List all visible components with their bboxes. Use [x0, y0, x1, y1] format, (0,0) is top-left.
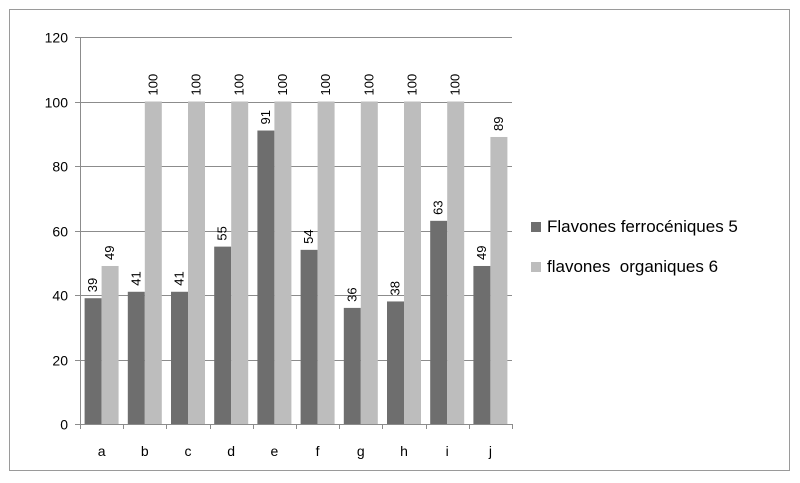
- y-tick-label: 40: [52, 288, 68, 304]
- legend-label-series-1: Flavones ferrocéniques 5: [547, 217, 738, 236]
- bar-b-series-2: [144, 101, 162, 424]
- x-tick-label: g: [357, 443, 365, 459]
- y-tick-label: 80: [52, 159, 68, 175]
- y-tick-label: 100: [45, 95, 69, 111]
- x-tick-label: e: [271, 443, 279, 459]
- data-label: 100: [275, 74, 290, 96]
- bar-d-series-1: [214, 246, 232, 424]
- x-axis-ticks: a b c d e f g h i j: [80, 424, 513, 459]
- data-label: 100: [361, 74, 376, 96]
- data-label: 49: [102, 246, 117, 260]
- bar-e-series-2: [274, 101, 292, 424]
- data-label: 39: [85, 278, 100, 292]
- data-label: 63: [431, 200, 446, 214]
- bar-f-series-1: [300, 249, 318, 424]
- x-tick-label: a: [98, 443, 106, 459]
- x-tick-label: i: [446, 443, 449, 459]
- bar-f-series-2: [317, 101, 335, 424]
- data-label: 100: [189, 74, 204, 96]
- bar-g-series-2: [360, 101, 378, 424]
- bar-c-series-2: [188, 101, 205, 424]
- y-axis-ticks: 0 20 40 60 80 100 120: [45, 30, 80, 433]
- y-tick-label: 0: [60, 417, 68, 433]
- bars: [84, 101, 508, 424]
- data-label: 100: [318, 74, 333, 96]
- legend: Flavones ferrocéniques 5 flavones organiq…: [531, 217, 738, 276]
- bar-d-series-2: [231, 101, 249, 424]
- y-tick-label: 60: [52, 224, 68, 240]
- bar-a-series-2: [101, 265, 119, 424]
- data-label: 36: [344, 287, 359, 301]
- x-tick-label: j: [488, 443, 492, 459]
- data-label: 100: [405, 74, 420, 96]
- data-label: 49: [474, 246, 489, 260]
- bar-j-series-2: [490, 136, 508, 424]
- y-tick-label: 20: [52, 353, 68, 369]
- bar-c-series-1: [171, 291, 188, 424]
- bar-b-series-1: [127, 291, 145, 424]
- data-label: 100: [145, 74, 160, 96]
- y-tick-label: 120: [45, 30, 69, 46]
- bar-h-series-2: [404, 101, 421, 424]
- data-label: 41: [172, 271, 187, 285]
- x-tick-label: h: [400, 443, 408, 459]
- bar-a-series-1: [84, 298, 102, 424]
- data-label: 55: [215, 226, 230, 240]
- data-label: 41: [128, 271, 143, 285]
- bar-e-series-1: [257, 130, 275, 424]
- bar-j-series-1: [473, 265, 491, 424]
- x-tick-label: b: [141, 443, 149, 459]
- data-label: 54: [301, 229, 316, 243]
- bar-i-series-2: [447, 101, 465, 424]
- data-label: 89: [491, 117, 506, 131]
- data-label: 38: [388, 281, 403, 295]
- legend-swatch-series-2: [531, 262, 541, 272]
- legend-swatch-series-1: [531, 222, 541, 232]
- x-tick-label: f: [316, 443, 320, 459]
- bar-i-series-1: [430, 220, 448, 424]
- data-label: 100: [232, 74, 247, 96]
- x-tick-label: c: [185, 443, 192, 459]
- data-label: 91: [258, 110, 273, 124]
- legend-label-series-2: flavones organiques 6: [547, 257, 718, 276]
- data-label: 100: [448, 74, 463, 96]
- bar-g-series-1: [343, 307, 361, 424]
- data-labels: 3949411004110055100911005410036100381006…: [85, 74, 506, 302]
- bar-h-series-1: [387, 301, 404, 424]
- x-tick-label: d: [227, 443, 235, 459]
